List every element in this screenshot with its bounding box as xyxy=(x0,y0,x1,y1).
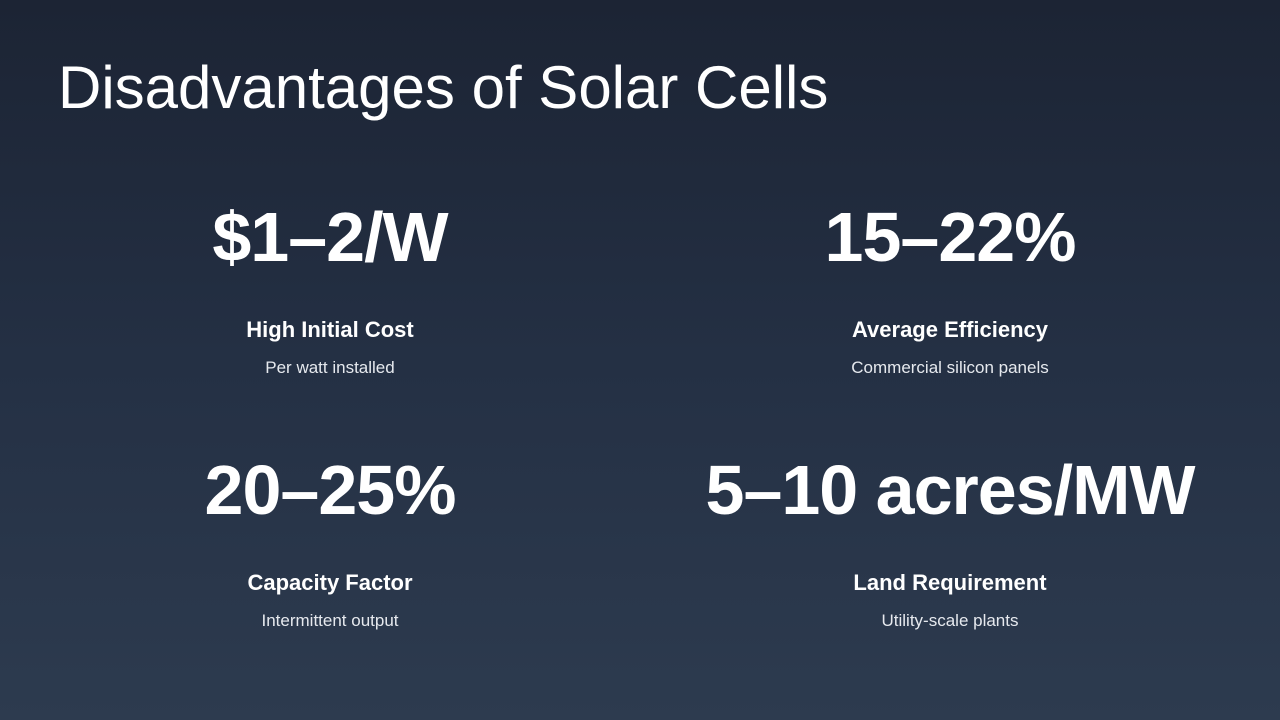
stat-value: 20–25% xyxy=(204,451,457,529)
stat-card-efficiency: 15–22% Average Efficiency Commercial sil… xyxy=(640,190,1260,443)
stat-label: Land Requirement xyxy=(853,570,1047,595)
stat-card-land-requirement: 5–10 acres/MW Land Requirement Utility-s… xyxy=(640,443,1260,650)
stat-value: 15–22% xyxy=(824,198,1077,276)
stat-description: Intermittent output xyxy=(261,611,399,631)
slide-title: Disadvantages of Solar Cells xyxy=(58,54,829,121)
stat-value: 5–10 acres/MW xyxy=(705,451,1196,529)
stat-card-initial-cost: $1–2/W High Initial Cost Per watt instal… xyxy=(20,190,640,443)
stat-description: Per watt installed xyxy=(265,358,395,378)
stat-description: Utility-scale plants xyxy=(881,611,1019,631)
stat-value: $1–2/W xyxy=(212,198,448,276)
stat-label: Capacity Factor xyxy=(247,570,413,595)
stat-card-capacity-factor: 20–25% Capacity Factor Intermittent outp… xyxy=(20,443,640,650)
stats-grid: $1–2/W High Initial Cost Per watt instal… xyxy=(20,190,1260,650)
stat-description: Commercial silicon panels xyxy=(851,358,1049,378)
stat-label: Average Efficiency xyxy=(851,317,1049,342)
stat-label: High Initial Cost xyxy=(246,317,414,342)
